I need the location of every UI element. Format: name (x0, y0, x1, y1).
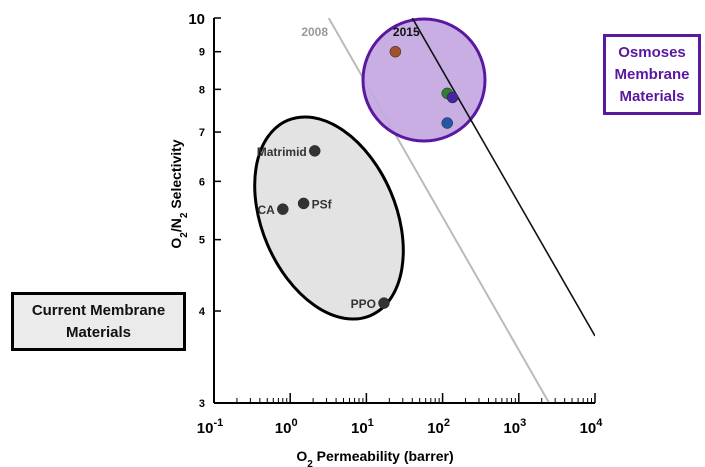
x-axis-label: O2 Permeability (barrer) (296, 448, 453, 467)
data-point-osmoses-1 (389, 45, 402, 58)
data-point-osmoses-4 (441, 117, 453, 129)
upper-bound-line-2015 (411, 18, 595, 337)
y-axis-label: O2/N2 Selectivity (168, 139, 190, 248)
data-label-ppo: PPO (351, 297, 376, 311)
upper-bound-label-2015: 2015 (393, 25, 420, 39)
y-tick-label-3: 3 (199, 398, 205, 410)
y-tick-label-9: 9 (199, 47, 205, 59)
x-tick-label-1e3: 103 (503, 417, 526, 437)
x-tick-label-1e4: 104 (580, 417, 604, 437)
data-points: Matrimid PSf CA PPO (257, 45, 459, 311)
data-point-matrimid (309, 145, 321, 157)
upper-bound-lines-top: 2015 (393, 18, 595, 337)
current-materials-region (253, 115, 405, 321)
data-label-psf: PSf (312, 197, 333, 211)
data-point-ppo (378, 297, 390, 309)
regions-layer (253, 115, 405, 321)
data-point-osmoses-3 (446, 91, 459, 104)
osmoses-materials-callout: Osmoses Membrane Materials (603, 34, 701, 115)
y-tick-label-10: 10 (188, 11, 205, 28)
x-tick-label-1e1: 101 (351, 417, 374, 437)
data-label-matrimid: Matrimid (257, 145, 307, 159)
upper-bound-label-2008: 2008 (301, 25, 328, 39)
axes: 3 4 5 6 7 8 9 10 10-1 100 101 102 103 104 (188, 11, 603, 437)
data-point-ca (277, 203, 289, 215)
x-tick-label-1e-1: 10-1 (197, 417, 223, 437)
y-tick-label-6: 6 (199, 176, 205, 188)
y-tick-label-8: 8 (199, 84, 205, 96)
x-tick-label-1e0: 100 (275, 417, 298, 437)
data-point-psf (297, 197, 310, 210)
current-materials-callout: Current Membrane Materials (11, 292, 186, 351)
data-label-ca: CA (257, 203, 275, 217)
y-tick-label-5: 5 (199, 235, 205, 247)
y-tick-label-4: 4 (199, 306, 206, 318)
x-tick-label-1e2: 102 (427, 417, 450, 437)
y-tick-label-7: 7 (199, 127, 205, 139)
